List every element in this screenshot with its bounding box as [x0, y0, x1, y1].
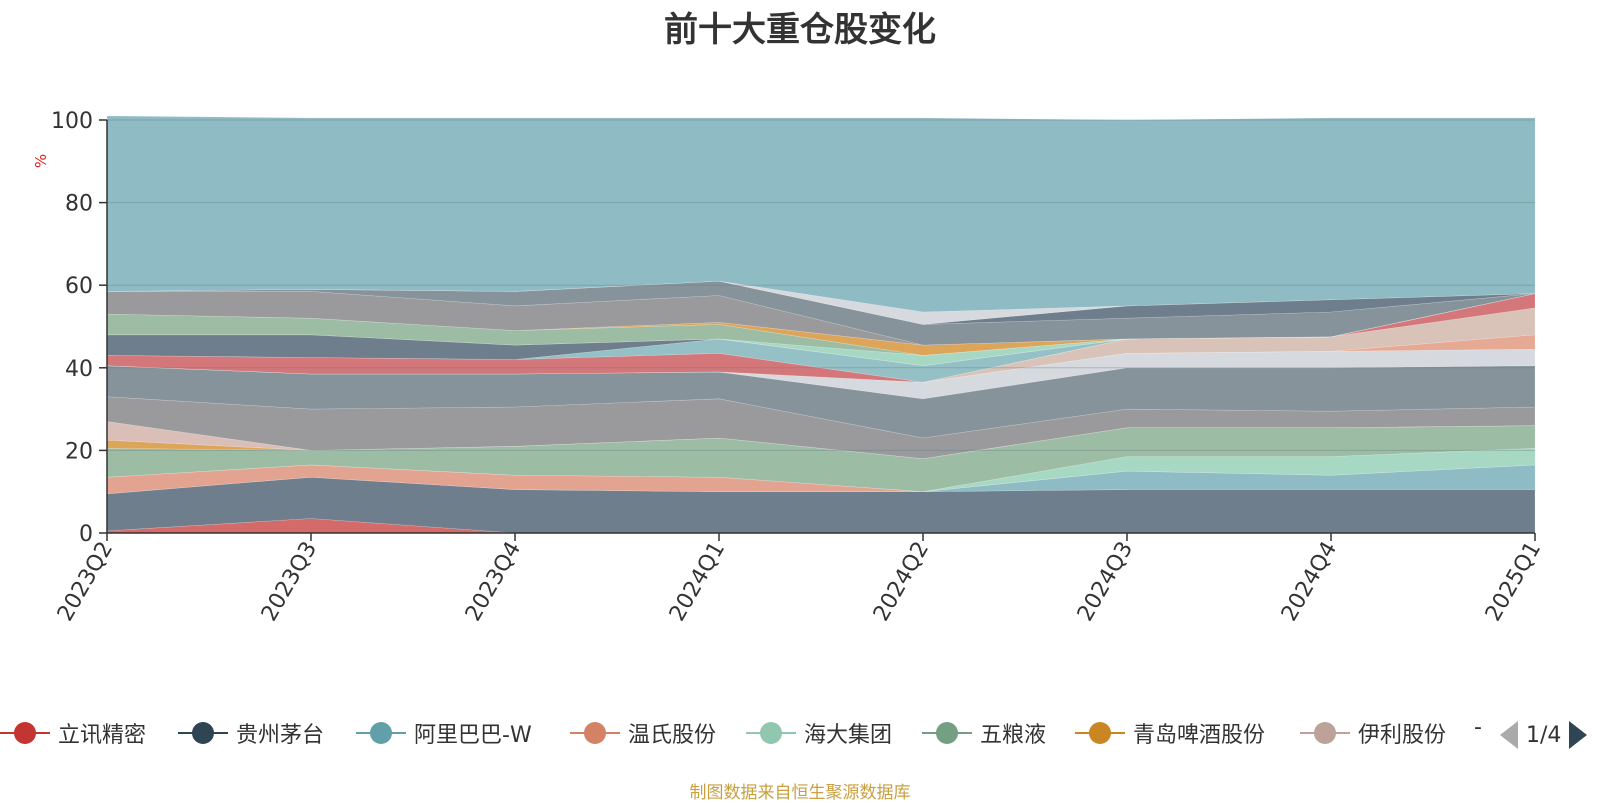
legend-marker-icon — [1075, 715, 1125, 751]
legend-label: 立讯精密 — [58, 723, 147, 748]
legend-prev-page-icon[interactable] — [1500, 721, 1518, 749]
legend-marker-icon — [0, 715, 50, 751]
area-series-10[interactable] — [106, 348, 1536, 400]
x-tick-label-2023Q4: 2023Q4 — [461, 538, 526, 626]
legend-pager: 1/4 — [1500, 720, 1588, 750]
y-tick-label-80: 80 — [65, 192, 93, 217]
legend-label: 伊利股份 — [1358, 723, 1447, 748]
y-tick-label-0: 0 — [79, 522, 93, 547]
legend-marker-icon — [746, 715, 796, 751]
legend-label: 贵州茅台 — [236, 723, 325, 748]
legend-overflow-dash: - — [1474, 715, 1482, 740]
legend-label: 温氏股份 — [628, 723, 717, 748]
y-tick-label-20: 20 — [65, 439, 93, 464]
legend-item-5[interactable]: 五粮液 — [922, 715, 1046, 751]
legend-item-1[interactable]: 贵州茅台 — [178, 715, 324, 751]
area-series-9[interactable] — [106, 365, 1536, 439]
legend-marker-icon — [178, 715, 228, 751]
legend-item-3[interactable]: 温氏股份 — [570, 715, 716, 751]
legend: 立讯精密 贵州茅台 阿里巴巴-W 温氏股份 海大集团 五粮液 青岛啤酒股份 伊利股份 - — [0, 715, 1600, 753]
y-tick-label-100: 100 — [51, 109, 93, 134]
legend-item-7[interactable]: 伊利股份 — [1300, 715, 1446, 751]
data-source-note: 制图数据来自恒生聚源数据库 — [689, 783, 911, 803]
area-series-13[interactable] — [106, 293, 1536, 383]
chart-title: 前十大重仓股变化 — [664, 10, 936, 50]
legend-next-page-icon[interactable] — [1569, 721, 1588, 749]
legend-marker-icon — [356, 715, 406, 751]
legend-page-indicator: 1/4 — [1526, 722, 1562, 748]
area-series-12[interactable] — [106, 307, 1536, 383]
y-tick-label-40: 40 — [65, 357, 93, 382]
legend-marker-icon — [570, 715, 620, 751]
x-tick-label-2024Q4: 2024Q4 — [1277, 538, 1342, 626]
legend-item-4[interactable]: 海大集团 — [746, 715, 892, 751]
legend-item-0[interactable]: 立讯精密 — [0, 715, 146, 751]
legend-marker-icon — [1300, 715, 1350, 751]
x-tick-label-2023Q2: 2023Q2 — [53, 538, 118, 626]
area-series-11[interactable] — [106, 334, 1536, 383]
legend-label: 海大集团 — [804, 723, 893, 748]
legend-item-6[interactable]: 青岛啤酒股份 — [1075, 715, 1265, 751]
chart-plot: 0 20 40 60 80 100 2023Q2 2023Q3 2023Q4 2024Q1 2024… — [51, 109, 1546, 626]
legend-item-2[interactable]: 阿里巴巴-W — [356, 715, 532, 751]
x-tick-label-2024Q2: 2024Q2 — [869, 538, 934, 626]
legend-label: 五粮液 — [980, 723, 1047, 748]
x-tick-label-2025Q1: 2025Q1 — [1481, 538, 1546, 626]
legend-marker-icon — [922, 715, 972, 751]
legend-label: 青岛啤酒股份 — [1133, 723, 1266, 748]
y-tick-label-60: 60 — [65, 274, 93, 299]
legend-label: 阿里巴巴-W — [414, 723, 532, 748]
x-tick-label-2023Q3: 2023Q3 — [257, 538, 322, 626]
x-tick-label-2024Q1: 2024Q1 — [665, 538, 730, 626]
area-series-23[interactable] — [106, 115, 1536, 313]
x-tick-label-2024Q3: 2024Q3 — [1073, 538, 1138, 626]
